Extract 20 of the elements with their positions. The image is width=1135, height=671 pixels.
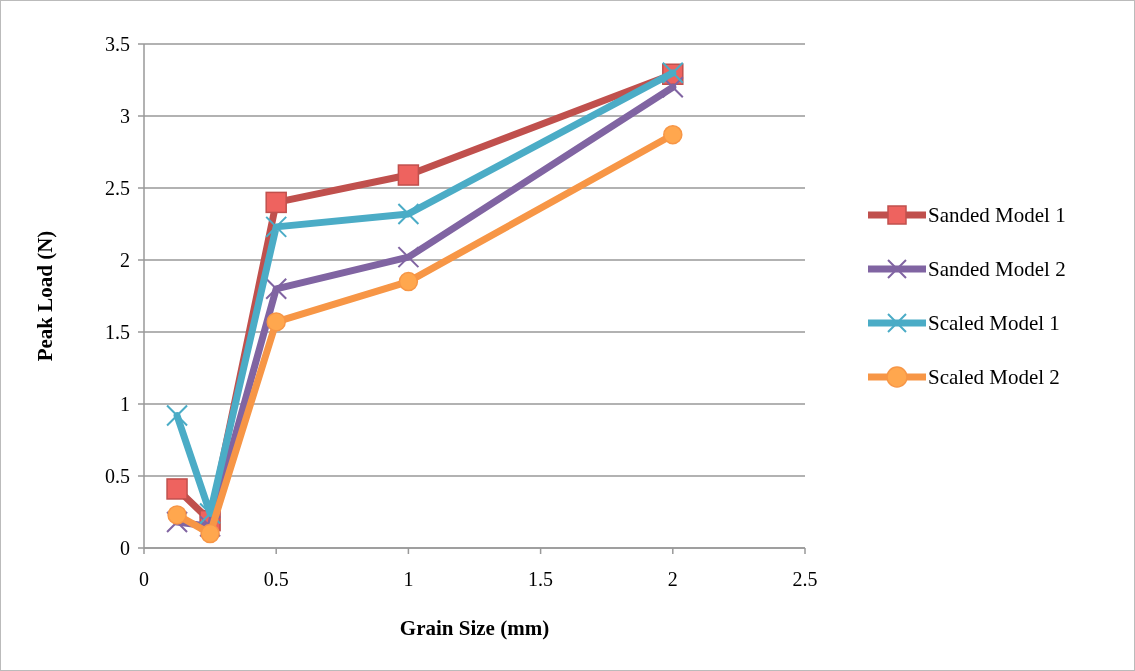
legend-label: Scaled Model 1: [928, 311, 1060, 336]
x-tick-label: 2: [667, 568, 678, 590]
y-tick-label: 0.5: [105, 465, 130, 487]
legend-label: Sanded Model 1: [928, 203, 1066, 228]
y-axis-title: Peak Load (N): [33, 230, 57, 362]
x-tick-label: 2.5: [792, 568, 818, 590]
x-tick-label: 1: [403, 568, 414, 590]
y-tick-label: 1.5: [105, 321, 130, 343]
x-tick-label: 0: [139, 568, 149, 590]
y-tick-label: 0: [120, 537, 130, 559]
x-tick-label: 0.5: [263, 568, 289, 590]
y-tick-label: 3: [120, 105, 130, 127]
y-tick-label: 2.5: [105, 177, 130, 199]
y-tick-label: 2: [120, 249, 130, 271]
x-tick-label: 1.5: [528, 568, 554, 590]
y-tick-label: 3.5: [105, 33, 130, 55]
x-axis-title: Grain Size (mm): [399, 616, 550, 640]
y-tick-label: 1: [120, 393, 130, 415]
legend-label: Scaled Model 2: [928, 365, 1060, 390]
legend-label: Sanded Model 2: [928, 257, 1066, 282]
